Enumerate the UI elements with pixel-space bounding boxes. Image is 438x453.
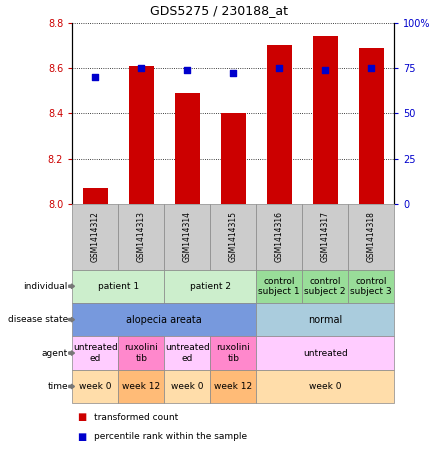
Text: GSM1414316: GSM1414316 xyxy=(275,211,284,262)
Point xyxy=(367,64,374,72)
Text: week 12: week 12 xyxy=(122,382,160,391)
Bar xyxy=(267,45,292,204)
Text: GSM1414315: GSM1414315 xyxy=(229,211,238,262)
Text: untreated
ed: untreated ed xyxy=(165,343,210,363)
Text: transformed count: transformed count xyxy=(94,413,178,422)
Text: agent: agent xyxy=(42,348,68,357)
Bar xyxy=(175,93,200,204)
Text: ruxolini
tib: ruxolini tib xyxy=(124,343,158,363)
Text: week 0: week 0 xyxy=(79,382,112,391)
Text: GSM1414314: GSM1414314 xyxy=(183,211,192,262)
Text: alopecia areata: alopecia areata xyxy=(127,315,202,325)
Point xyxy=(276,64,283,72)
Text: ■: ■ xyxy=(77,412,86,423)
Text: GSM1414312: GSM1414312 xyxy=(91,211,100,262)
Text: control
subject 3: control subject 3 xyxy=(350,276,392,296)
Bar xyxy=(313,36,338,204)
Text: disease state: disease state xyxy=(7,315,68,324)
Text: patient 1: patient 1 xyxy=(98,282,139,291)
Text: untreated: untreated xyxy=(303,348,348,357)
Text: week 0: week 0 xyxy=(309,382,342,391)
Bar xyxy=(221,113,246,204)
Text: control
subject 2: control subject 2 xyxy=(304,276,346,296)
Text: ruxolini
tib: ruxolini tib xyxy=(216,343,250,363)
Text: GSM1414313: GSM1414313 xyxy=(137,211,146,262)
Point xyxy=(321,66,328,73)
Point xyxy=(138,64,145,72)
Text: patient 2: patient 2 xyxy=(190,282,231,291)
Text: control
subject 1: control subject 1 xyxy=(258,276,300,296)
Bar xyxy=(83,188,108,204)
Point xyxy=(92,73,99,81)
Text: GDS5275 / 230188_at: GDS5275 / 230188_at xyxy=(150,4,288,17)
Text: GSM1414317: GSM1414317 xyxy=(321,211,330,262)
Point xyxy=(184,66,191,73)
Text: week 0: week 0 xyxy=(171,382,204,391)
Text: ■: ■ xyxy=(77,432,86,442)
Text: individual: individual xyxy=(24,282,68,291)
Bar xyxy=(129,66,154,204)
Point xyxy=(230,70,237,77)
Text: normal: normal xyxy=(308,315,343,325)
Text: untreated
ed: untreated ed xyxy=(73,343,118,363)
Text: time: time xyxy=(47,382,68,391)
Text: percentile rank within the sample: percentile rank within the sample xyxy=(94,432,247,441)
Bar xyxy=(359,48,384,204)
Text: week 12: week 12 xyxy=(214,382,252,391)
Text: GSM1414318: GSM1414318 xyxy=(367,211,376,262)
